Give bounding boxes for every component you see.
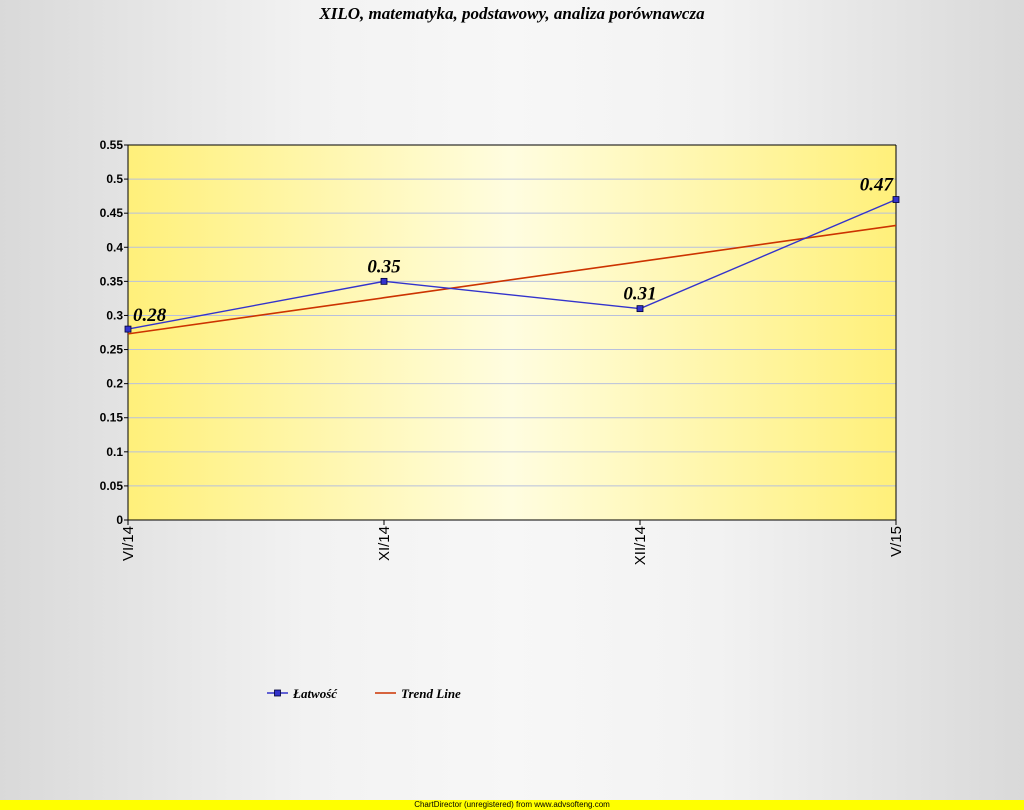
x-tick-label: XII/14 — [632, 526, 649, 565]
chart-title: XILO, matematyka, podstawowy, analiza po… — [318, 4, 705, 23]
data-label: 0.47 — [860, 175, 895, 196]
y-tick-label: 0.05 — [100, 479, 124, 493]
y-tick-label: 0 — [116, 513, 123, 527]
data-label: 0.28 — [133, 305, 167, 326]
y-tick-label: 0.3 — [106, 308, 123, 322]
y-tick-label: 0.2 — [106, 377, 123, 391]
trend-line — [127, 224, 897, 335]
y-tick-label: 0.35 — [100, 274, 124, 288]
data-point-marker — [636, 305, 644, 313]
y-axis-ticks: 0 0.05 0.1 0.15 0.2 0.25 0.3 0.35 0.4 0.45 0.5 0.55 — [100, 138, 128, 527]
y-tick-label: 0.25 — [100, 343, 124, 357]
series-line-latwosc — [127, 198, 897, 330]
y-tick-label: 0.45 — [100, 206, 124, 220]
plot-area — [128, 145, 896, 520]
x-tick-label: XI/14 — [376, 526, 393, 561]
legend-label-latwosc: Łatwość — [292, 686, 338, 701]
data-point-marker — [124, 325, 132, 333]
y-tick-label: 0.15 — [100, 411, 124, 425]
x-axis-ticks: VI/14 XI/14 XII/14 V/15 — [120, 520, 905, 565]
y-tick-label: 0.4 — [106, 240, 123, 254]
data-label: 0.31 — [623, 284, 656, 305]
watermark-footer: ChartDirector (unregistered) from www.ad… — [0, 800, 1024, 810]
data-label: 0.35 — [367, 256, 401, 277]
axes — [127, 144, 897, 524]
y-tick-label: 0.55 — [100, 138, 124, 152]
y-tick-label: 0.1 — [106, 445, 123, 459]
data-labels: 0.28 0.35 0.31 0.47 — [133, 175, 895, 327]
y-tick-label: 0.5 — [106, 172, 123, 186]
series — [124, 196, 900, 335]
x-tick-label: VI/14 — [120, 526, 137, 561]
data-point-marker — [380, 277, 388, 285]
legend-marker-latwosc — [274, 689, 281, 697]
legend-label-trend: Trend Line — [401, 686, 461, 701]
data-point-marker — [892, 196, 900, 203]
legend: Łatwość Trend Line — [267, 686, 461, 701]
x-tick-label: V/15 — [888, 526, 905, 557]
